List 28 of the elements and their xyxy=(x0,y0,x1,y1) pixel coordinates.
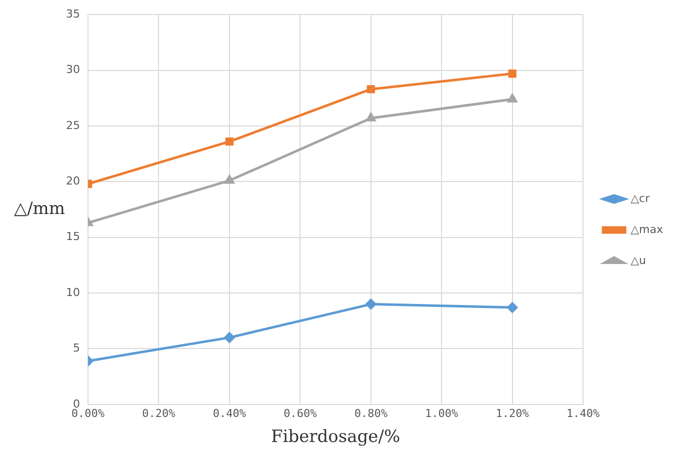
point xyxy=(225,137,234,146)
x-axis-title: Fiberdosage/% xyxy=(270,427,400,448)
x-tick-label: 0.20% xyxy=(142,406,176,420)
x-tick-label: 1.20% xyxy=(496,406,530,420)
point xyxy=(366,112,376,122)
y-tick-label: 25 xyxy=(66,118,80,132)
y-tick-label: 5 xyxy=(72,342,80,355)
x-tick-label: 0.80% xyxy=(354,406,388,420)
x-tick-label: 0.40% xyxy=(212,406,246,420)
point xyxy=(224,332,235,343)
x-tick-label: 1.00% xyxy=(425,406,459,420)
point xyxy=(508,70,516,78)
legend-label: △u xyxy=(630,254,646,267)
point xyxy=(508,94,518,102)
y-tick-label: 15 xyxy=(66,230,80,244)
legend-label: △cr xyxy=(630,192,650,205)
y-tick-label: 20 xyxy=(66,174,80,188)
point xyxy=(507,302,518,313)
y-tick-label: 10 xyxy=(66,286,80,299)
x-tick-label: 0.60% xyxy=(284,406,318,420)
y-tick-label: 30 xyxy=(66,63,80,76)
point xyxy=(366,298,376,310)
point xyxy=(224,175,234,184)
legend-label: △max xyxy=(630,222,664,236)
y-axis-title: △/mm xyxy=(14,198,66,219)
point xyxy=(366,85,375,94)
x-tick-label: 1.40% xyxy=(566,406,600,420)
y-tick-label: 35 xyxy=(66,7,80,20)
